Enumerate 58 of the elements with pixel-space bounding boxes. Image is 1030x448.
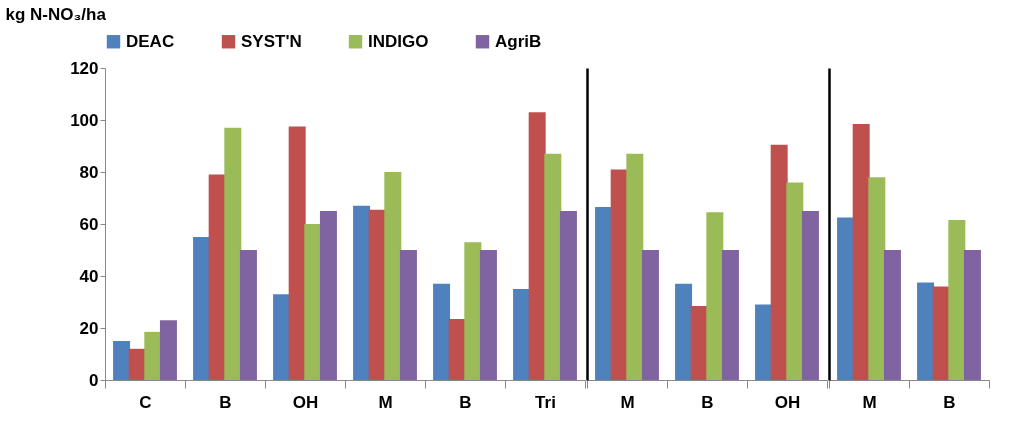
bar xyxy=(273,294,291,380)
bar xyxy=(626,153,644,380)
x-tick-label: Tri xyxy=(535,392,556,412)
bar xyxy=(641,250,659,380)
y-tick-label: 80 xyxy=(79,162,99,182)
bar xyxy=(786,182,804,380)
bar xyxy=(304,224,322,380)
legend-label: DEAC xyxy=(126,31,175,51)
legend-label: AgriB xyxy=(495,31,542,51)
bar xyxy=(479,250,497,380)
bar xyxy=(544,153,562,380)
bar xyxy=(917,282,935,380)
bar xyxy=(559,211,577,380)
x-tick-label: C xyxy=(139,392,152,412)
bar xyxy=(224,127,242,380)
legend-label: SYST'N xyxy=(241,31,302,51)
y-tick-label: 0 xyxy=(89,370,99,390)
bar xyxy=(948,220,966,380)
bar xyxy=(193,237,211,380)
bar xyxy=(288,126,306,380)
bar xyxy=(384,172,402,380)
y-tick-label: 20 xyxy=(79,318,99,338)
bar xyxy=(513,289,531,380)
y-tick-label: 120 xyxy=(70,58,99,78)
x-tick-label: M xyxy=(862,392,877,412)
x-tick-label: M xyxy=(620,392,635,412)
y-tick-label: 40 xyxy=(79,266,99,286)
bar xyxy=(433,283,451,380)
bar xyxy=(868,177,886,380)
x-tick-label: B xyxy=(943,392,956,412)
x-tick-label: M xyxy=(378,392,393,412)
y-tick-label: 100 xyxy=(70,110,99,130)
bar xyxy=(144,331,162,380)
bar xyxy=(159,320,177,380)
x-tick-label: OH xyxy=(292,392,319,412)
bar xyxy=(399,250,417,380)
x-tick-label: OH xyxy=(774,392,801,412)
bar xyxy=(353,205,371,380)
x-tick-label: B xyxy=(219,392,232,412)
x-tick-label: B xyxy=(701,392,714,412)
bar xyxy=(721,250,739,380)
bar xyxy=(595,207,613,380)
bar xyxy=(801,211,819,380)
bar xyxy=(239,250,257,380)
bar xyxy=(755,304,773,380)
y-tick-label: 60 xyxy=(79,214,99,234)
bar xyxy=(883,250,901,380)
bar xyxy=(113,341,131,380)
x-tick-label: B xyxy=(459,392,472,412)
bar xyxy=(837,217,855,380)
legend-label: INDIGO xyxy=(368,31,429,51)
bar xyxy=(675,283,693,380)
y-axis-title: kg N-NO₃/ha xyxy=(5,4,107,24)
bar xyxy=(706,212,724,380)
bar xyxy=(852,123,870,380)
bar xyxy=(963,250,981,380)
bar xyxy=(319,211,337,380)
bar xyxy=(464,242,482,380)
